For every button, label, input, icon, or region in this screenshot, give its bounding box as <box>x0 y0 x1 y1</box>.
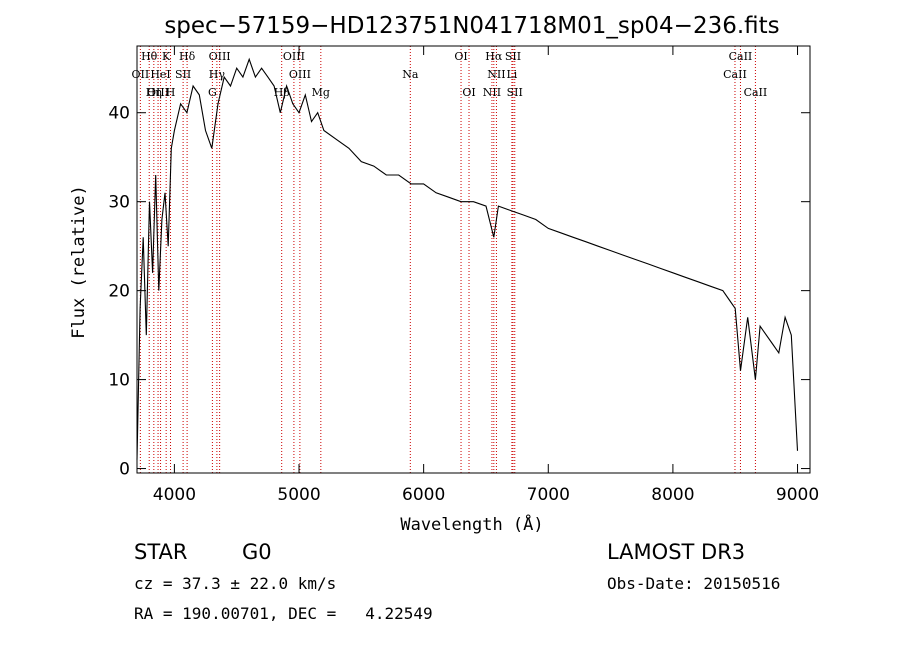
object-class: STAR <box>134 540 188 564</box>
y-tick-label-2: 20 <box>108 282 130 302</box>
marker-label-lower-3: G <box>208 86 217 99</box>
marker-label-middle-8: CaII <box>723 68 747 81</box>
marker-label-lower-8: SII <box>507 86 523 99</box>
x-tick-label-3: 7000 <box>527 485 570 505</box>
line-markers <box>139 46 756 473</box>
marker-label-upper-6: Hα <box>485 50 503 63</box>
marker-label-lower-1: Hη <box>146 86 162 99</box>
x-axis-ticks: 4000 5000 6000 7000 8000 9000 <box>153 46 819 505</box>
coordinates: RA = 190.00701, DEC = 4.22549 <box>134 604 433 623</box>
x-tick-label-1: 5000 <box>277 485 320 505</box>
x-tick-label-4: 8000 <box>651 485 694 505</box>
marker-label-middle-6: NII <box>487 68 505 81</box>
marker-label-middle-1: HeI <box>150 68 170 81</box>
marker-label-middle-7: Li <box>506 68 517 81</box>
marker-label-middle-5: Na <box>402 68 419 81</box>
object-subclass: G0 <box>242 540 272 564</box>
marker-label-upper-8: CaII <box>729 50 753 63</box>
y-tick-label-0: 0 <box>119 460 130 480</box>
y-axis-label: Flux (relative) <box>69 185 89 339</box>
y-tick-label-4: 40 <box>108 104 130 124</box>
marker-label-lower-7: NII <box>483 86 501 99</box>
marker-label-lower-5: Mg <box>312 86 330 99</box>
y-tick-label-1: 10 <box>108 371 130 391</box>
marker-label-middle-2: SII <box>175 68 191 81</box>
redshift-cz: cz = 37.3 ± 22.0 km/s <box>134 574 337 593</box>
marker-label-upper-1: K <box>162 50 171 63</box>
marker-label-upper-0: Hθ <box>141 50 158 63</box>
x-tick-label-5: 9000 <box>776 485 819 505</box>
chart-title: spec−57159−HD123751N041718M01_sp04−236.f… <box>164 13 779 39</box>
marker-label-upper-7: SII <box>505 50 521 63</box>
marker-label-upper-2: Hδ <box>179 50 196 63</box>
marker-label-middle-0: OII <box>132 68 150 81</box>
y-tick-label-3: 30 <box>108 193 130 213</box>
marker-label-lower-2: H <box>166 86 176 99</box>
marker-label-upper-3: OIII <box>209 50 231 63</box>
x-axis-label: Wavelength (Å) <box>400 513 543 535</box>
marker-label-upper-5: OI <box>454 50 467 63</box>
y-axis-ticks: 0 10 20 30 40 <box>108 104 810 480</box>
marker-label-lower-6: OI <box>462 86 475 99</box>
marker-label-upper-4: OIII <box>283 50 305 63</box>
observation-date: Obs-Date: 20150516 <box>607 574 781 593</box>
marker-label-middle-3: Hγ <box>209 68 226 81</box>
x-tick-label-0: 4000 <box>153 485 196 505</box>
marker-label-middle-4: OIII <box>289 68 311 81</box>
x-tick-label-2: 6000 <box>402 485 445 505</box>
spectrum-line <box>136 57 799 460</box>
plot-frame <box>136 45 811 474</box>
survey-name: LAMOST DR3 <box>607 540 746 564</box>
marker-label-lower-0: OIII <box>147 86 169 99</box>
marker-label-lower-9: CaII <box>744 86 768 99</box>
